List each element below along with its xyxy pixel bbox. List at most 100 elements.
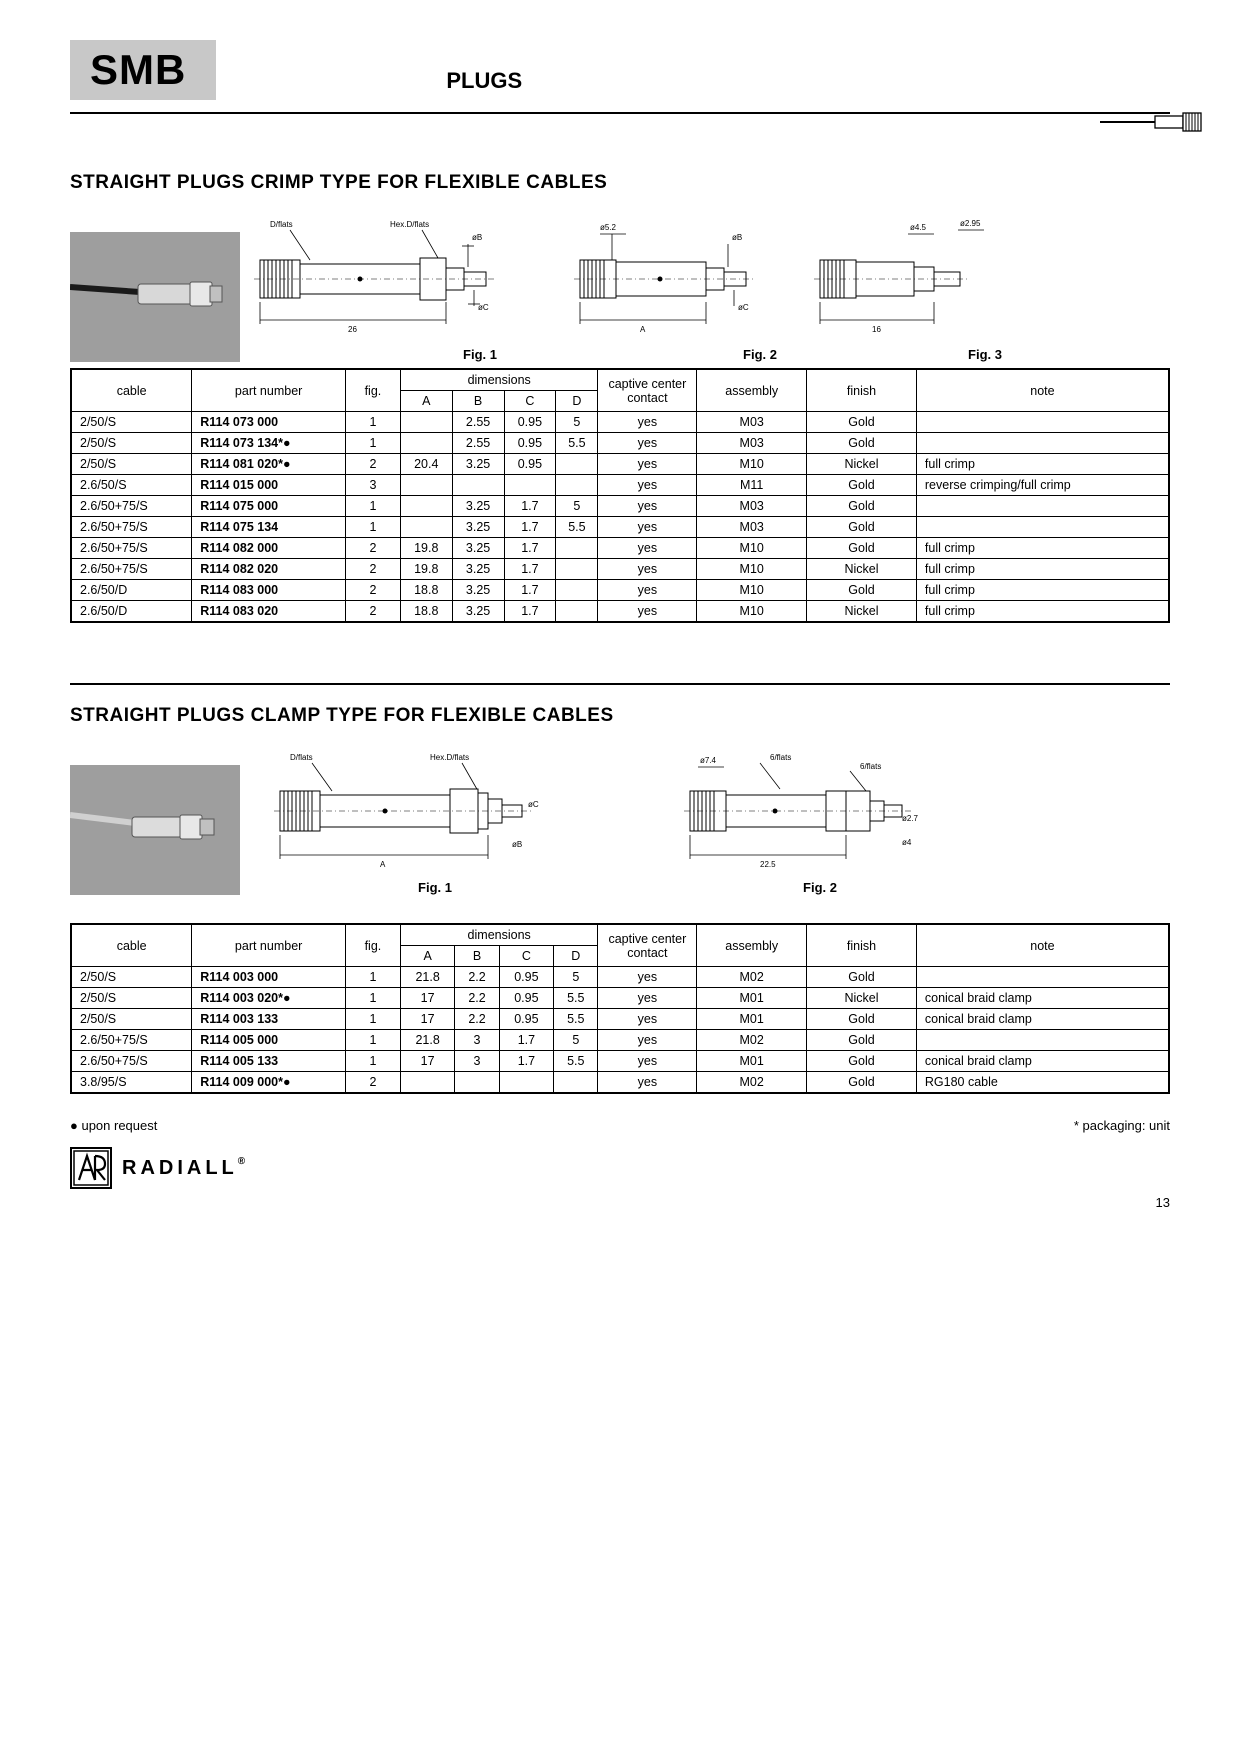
footer-notes: ● upon request * packaging: unit [70,1118,1170,1133]
svg-text:ø5.2: ø5.2 [600,223,617,232]
cell-cable: 2.6/50/D [71,601,192,623]
svg-text:øB: øB [472,233,482,242]
cell-fig: 2 [345,601,400,623]
cell-ccc: yes [598,988,697,1009]
section1-fig3-drawing: ø4.5 ø2.95 16 [800,212,1010,347]
svg-text:D/flats: D/flats [270,220,293,229]
cell-B [452,475,504,496]
cell-fin: Nickel [807,559,917,580]
section1-fig-labels: Fig. 1 Fig. 2 Fig. 3 [240,347,1170,362]
cell-ccc: yes [598,412,697,433]
cell-cable: 2/50/S [71,967,192,988]
cell-B: 3.25 [452,517,504,538]
th-C: C [504,391,556,412]
cell-note: full crimp [916,454,1169,475]
th-dims: dimensions [400,369,598,391]
cell-cable: 2.6/50/D [71,580,192,601]
cell-C: 0.95 [504,433,556,454]
cell-note [916,496,1169,517]
cell-fig: 1 [345,433,400,454]
cell-pn: R114 003 133 [192,1009,346,1030]
cell-B: 3 [455,1051,499,1072]
section-clamp: STRAIGHT PLUGS CLAMP TYPE FOR FLEXIBLE C… [70,705,1170,1094]
cell-C: 1.7 [504,559,556,580]
cell-note: conical braid clamp [916,988,1169,1009]
cell-fin: Gold [807,1051,917,1072]
cell-asm: M01 [697,1051,807,1072]
connector-icon [1100,108,1210,136]
svg-text:16: 16 [872,325,881,334]
th-D: D [556,391,598,412]
th2-fin: finish [807,924,917,967]
th2-cable: cable [71,924,192,967]
cell-A: 17 [400,988,454,1009]
cell-D: 5 [554,1030,598,1051]
cell-fin: Gold [807,433,917,454]
section2-fig1-drawing: D/flats Hex.D/flats øC [260,745,610,880]
cell-A: 18.8 [400,601,452,623]
th-B: B [452,391,504,412]
cell-A: 17 [400,1009,454,1030]
cell-A [400,517,452,538]
cell-A [400,496,452,517]
th2-fig: fig. [345,924,400,967]
cell-cable: 2/50/S [71,988,192,1009]
cell-C: 0.95 [499,967,553,988]
cell-ccc: yes [598,1030,697,1051]
cell-D: 5 [554,967,598,988]
cell-A: 21.8 [400,1030,454,1051]
cell-pn: R114 081 020*● [192,454,346,475]
cell-C: 1.7 [504,601,556,623]
cell-cable: 2/50/S [71,433,192,454]
note-left: ● upon request [70,1118,157,1133]
cell-cable: 3.8/95/S [71,1072,192,1094]
cell-A: 20.4 [400,454,452,475]
cell-pn: R114 009 000*● [192,1072,346,1094]
cell-ccc: yes [598,454,697,475]
cell-ccc: yes [598,601,697,623]
header-line [70,112,1170,114]
fig2-label: Fig. 2 [640,347,880,362]
cell-note: reverse crimping/full crimp [916,475,1169,496]
cell-fin: Gold [807,1009,917,1030]
section2-table: cable part number fig. dimensions captiv… [70,923,1170,1094]
cell-ccc: yes [598,538,697,559]
section1-figures: D/flats Hex.D/flats øB [70,212,1170,362]
svg-text:øB: øB [732,233,742,242]
cell-pn: R114 083 000 [192,580,346,601]
th-A: A [400,391,452,412]
cell-pn: R114 073 000 [192,412,346,433]
cell-cable: 2.6/50+75/S [71,1051,192,1072]
cell-note [916,412,1169,433]
cell-ccc: yes [598,433,697,454]
cell-asm: M01 [697,988,807,1009]
cell-C: 1.7 [504,580,556,601]
cell-asm: M03 [697,496,807,517]
cell-B: 3.25 [452,454,504,475]
th2-C: C [499,946,553,967]
table-row: 2.6/50+75/SR114 082 000219.83.251.7yesM1… [71,538,1169,559]
svg-text:ø7.4: ø7.4 [700,756,717,765]
cell-fig: 2 [345,538,400,559]
svg-text:øC: øC [528,800,539,809]
brand-logo-icon [70,1147,112,1189]
cell-note: conical braid clamp [916,1051,1169,1072]
table-row: 2.6/50+75/SR114 075 00013.251.75yesM03Go… [71,496,1169,517]
cell-pn: R114 015 000 [192,475,346,496]
section2-photo [70,765,240,895]
cell-pn: R114 083 020 [192,601,346,623]
th2-pn: part number [192,924,346,967]
cell-fig: 2 [345,1072,400,1094]
cell-pn: R114 005 133 [192,1051,346,1072]
s2-fig2-label: Fig. 2 [670,880,970,895]
section2-title: STRAIGHT PLUGS CLAMP TYPE FOR FLEXIBLE C… [70,705,1170,727]
table-row: 2.6/50+75/SR114 005 13311731.75.5yesM01G… [71,1051,1169,1072]
cell-D: 5.5 [556,433,598,454]
table-row: 2.6/50/DR114 083 000218.83.251.7yesM10Go… [71,580,1169,601]
cell-note: full crimp [916,601,1169,623]
cell-A [400,412,452,433]
cell-pn: R114 005 000 [192,1030,346,1051]
cell-cable: 2.6/50+75/S [71,559,192,580]
cell-fin: Nickel [807,988,917,1009]
cell-fig: 1 [345,988,400,1009]
